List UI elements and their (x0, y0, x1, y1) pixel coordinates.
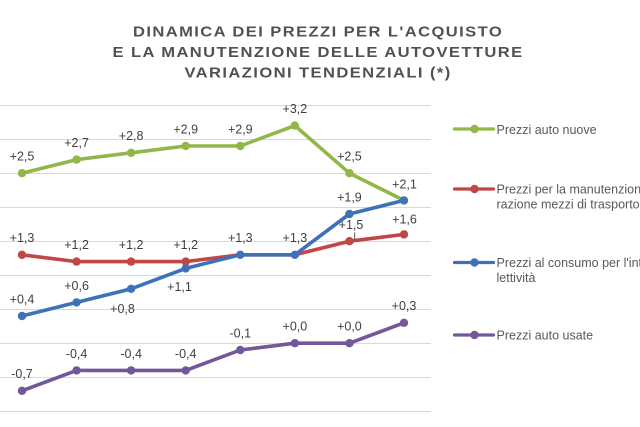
svg-text:-0,4: -0,4 (175, 347, 197, 361)
svg-text:VARIAZIONI TENDENZIALI (*): VARIAZIONI TENDENZIALI (*) (184, 65, 451, 81)
svg-text:+2,9: +2,9 (173, 122, 198, 136)
svg-text:+1,3: +1,3 (228, 231, 253, 245)
svg-text:+1,2: +1,2 (173, 238, 198, 252)
svg-text:+1,9: +1,9 (337, 190, 362, 204)
svg-text:+1,3: +1,3 (10, 231, 35, 245)
svg-text:Prezzi per la manutenzione e r: Prezzi per la manutenzione e ripa (497, 183, 640, 197)
svg-text:-0,7: -0,7 (11, 367, 33, 381)
svg-text:+1,2: +1,2 (64, 238, 89, 252)
svg-text:Prezzi auto usate: Prezzi auto usate (497, 329, 594, 343)
svg-text:+0,3: +0,3 (392, 299, 417, 313)
svg-text:DINAMICA DEI PREZZI PER L'ACQU: DINAMICA DEI PREZZI PER L'ACQUISTO (133, 24, 503, 40)
svg-text:E LA MANUTENZIONE DELLE AUTOVE: E LA MANUTENZIONE DELLE AUTOVETTURE (113, 45, 524, 61)
svg-text:+1,3: +1,3 (283, 231, 308, 245)
svg-text:+1,5: +1,5 (339, 218, 364, 232)
svg-text:+0,8: +0,8 (110, 302, 135, 316)
svg-text:razione mezzi di trasporto: razione mezzi di trasporto (497, 197, 640, 211)
svg-text:Prezzi al consumo per l'intera: Prezzi al consumo per l'intera col (497, 256, 640, 270)
svg-text:+3,2: +3,2 (283, 102, 308, 116)
svg-text:+2,7: +2,7 (64, 136, 89, 150)
svg-text:+0,4: +0,4 (10, 292, 35, 306)
svg-text:lettività: lettività (497, 271, 536, 285)
svg-text:+2,5: +2,5 (10, 150, 35, 164)
svg-text:+1,6: +1,6 (392, 212, 417, 226)
svg-text:-0,1: -0,1 (230, 326, 252, 340)
svg-text:+1,1: +1,1 (167, 280, 192, 294)
svg-text:+2,9: +2,9 (228, 122, 253, 136)
svg-text:+2,8: +2,8 (119, 129, 144, 143)
svg-text:+0,6: +0,6 (64, 279, 89, 293)
svg-text:Prezzi auto nuove: Prezzi auto nuove (497, 123, 597, 137)
svg-text:+1,2: +1,2 (119, 238, 144, 252)
svg-text:-0,4: -0,4 (120, 347, 142, 361)
svg-text:+0,0: +0,0 (283, 320, 308, 334)
svg-text:+2,5: +2,5 (337, 150, 362, 164)
svg-text:-0,4: -0,4 (66, 347, 88, 361)
svg-text:+0,0: +0,0 (337, 320, 362, 334)
svg-text:+2,1: +2,1 (392, 177, 417, 191)
